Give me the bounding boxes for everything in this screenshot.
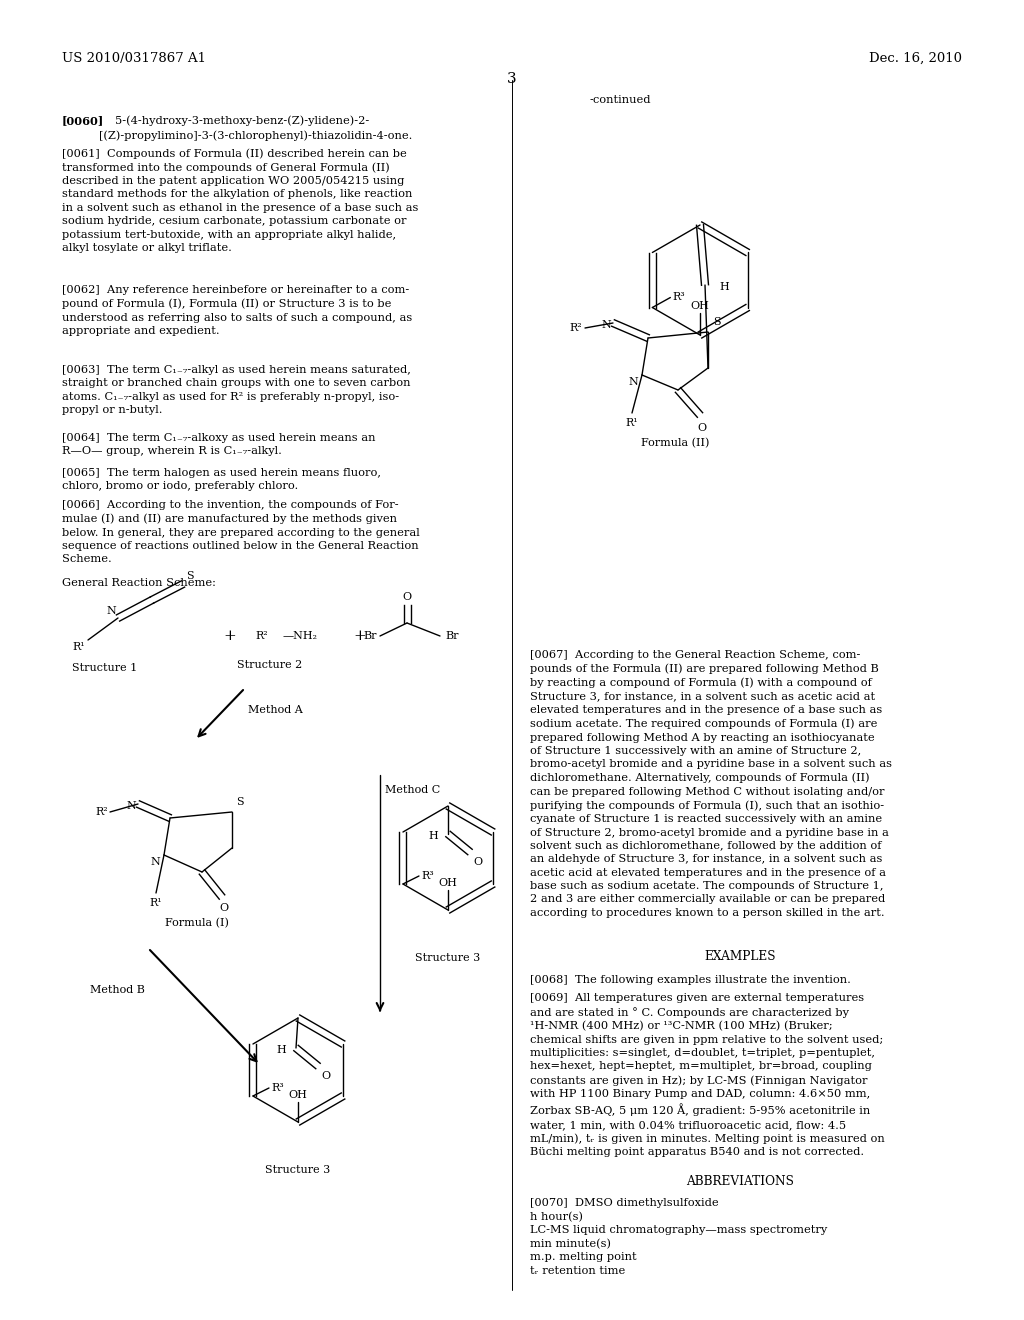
Text: R¹: R¹	[150, 898, 163, 908]
Text: R²: R²	[95, 807, 108, 817]
Text: 3: 3	[507, 73, 517, 86]
Text: H: H	[719, 282, 729, 292]
Text: O: O	[697, 422, 707, 433]
Text: R¹: R¹	[73, 642, 85, 652]
Text: Structure 3: Structure 3	[265, 1166, 331, 1175]
Text: S: S	[713, 317, 721, 327]
Text: [0065]  The term halogen as used herein means fluoro,
chloro, bromo or iodo, pre: [0065] The term halogen as used herein m…	[62, 469, 381, 491]
Text: 5-(4-hydroxy-3-methoxy-benz-(Z)-ylidene)-2-: 5-(4-hydroxy-3-methoxy-benz-(Z)-ylidene)…	[115, 115, 370, 125]
Text: H: H	[428, 832, 438, 841]
Text: Dec. 16, 2010: Dec. 16, 2010	[869, 51, 962, 65]
Text: R³: R³	[673, 293, 685, 302]
Text: —NH₂: —NH₂	[283, 631, 318, 642]
Text: O: O	[321, 1071, 330, 1081]
Text: [0063]  The term C₁₋₇-alkyl as used herein means saturated,
straight or branched: [0063] The term C₁₋₇-alkyl as used herei…	[62, 366, 411, 414]
Text: US 2010/0317867 A1: US 2010/0317867 A1	[62, 51, 206, 65]
Text: General Reaction Scheme:: General Reaction Scheme:	[62, 578, 216, 587]
Text: Structure 2: Structure 2	[238, 660, 303, 671]
Text: ABBREVIATIONS: ABBREVIATIONS	[686, 1175, 794, 1188]
Text: R²: R²	[569, 323, 582, 333]
Text: OH: OH	[690, 301, 710, 312]
Text: [0061]  Compounds of Formula (II) described herein can be
transformed into the c: [0061] Compounds of Formula (II) describ…	[62, 148, 419, 253]
Text: S: S	[236, 797, 244, 807]
Text: H: H	[276, 1045, 286, 1055]
Text: R²: R²	[255, 631, 267, 642]
Text: O: O	[402, 591, 412, 602]
Text: [0069]  All temperatures given are external temperatures
and are stated in ° C. : [0069] All temperatures given are extern…	[530, 993, 885, 1158]
Text: [0068]  The following examples illustrate the invention.: [0068] The following examples illustrate…	[530, 975, 851, 985]
Text: Formula (II): Formula (II)	[641, 438, 710, 449]
Text: Method B: Method B	[90, 985, 144, 995]
Text: Structure 1: Structure 1	[73, 663, 137, 673]
Text: O: O	[219, 903, 228, 913]
Text: [0067]  According to the General Reaction Scheme, com-
pounds of the Formula (II: [0067] According to the General Reaction…	[530, 649, 892, 917]
Text: N: N	[151, 857, 160, 867]
Text: Structure 3: Structure 3	[416, 953, 480, 964]
Text: R¹: R¹	[626, 418, 638, 428]
Text: OH: OH	[438, 878, 458, 888]
Text: [(Z)-propylimino]-3-(3-chlorophenyl)-thiazolidin-4-one.: [(Z)-propylimino]-3-(3-chlorophenyl)-thi…	[99, 129, 413, 140]
Text: Formula (I): Formula (I)	[165, 917, 229, 928]
Text: [0062]  Any reference hereinbefore or hereinafter to a com-
pound of Formula (I): [0062] Any reference hereinbefore or her…	[62, 285, 413, 335]
Text: [0066]  According to the invention, the compounds of For-
mulae (I) and (II) are: [0066] According to the invention, the c…	[62, 500, 420, 564]
Text: Method C: Method C	[385, 785, 440, 795]
Text: O: O	[473, 857, 482, 867]
Text: EXAMPLES: EXAMPLES	[705, 950, 776, 964]
Text: Br: Br	[364, 631, 377, 642]
Text: Br: Br	[445, 631, 459, 642]
Text: OH: OH	[289, 1090, 307, 1100]
Text: Method A: Method A	[248, 705, 303, 715]
Text: N: N	[629, 378, 638, 387]
Text: R³: R³	[421, 871, 434, 880]
Text: [0064]  The term C₁₋₇-alkoxy as used herein means an
R—O— group, wherein R is C₁: [0064] The term C₁₋₇-alkoxy as used here…	[62, 433, 376, 457]
Text: [0060]: [0060]	[62, 115, 104, 125]
Text: N: N	[106, 606, 116, 616]
Text: -continued: -continued	[590, 95, 651, 106]
Text: [0070]  DMSO dimethylsulfoxide
h hour(s)
LC-MS liquid chromatography—mass spectr: [0070] DMSO dimethylsulfoxide h hour(s) …	[530, 1199, 827, 1275]
Text: S: S	[186, 572, 194, 581]
Text: N: N	[601, 319, 611, 330]
Text: +: +	[353, 630, 367, 643]
Text: +: +	[223, 630, 237, 643]
Text: R³: R³	[271, 1082, 284, 1093]
Text: N: N	[126, 801, 136, 810]
